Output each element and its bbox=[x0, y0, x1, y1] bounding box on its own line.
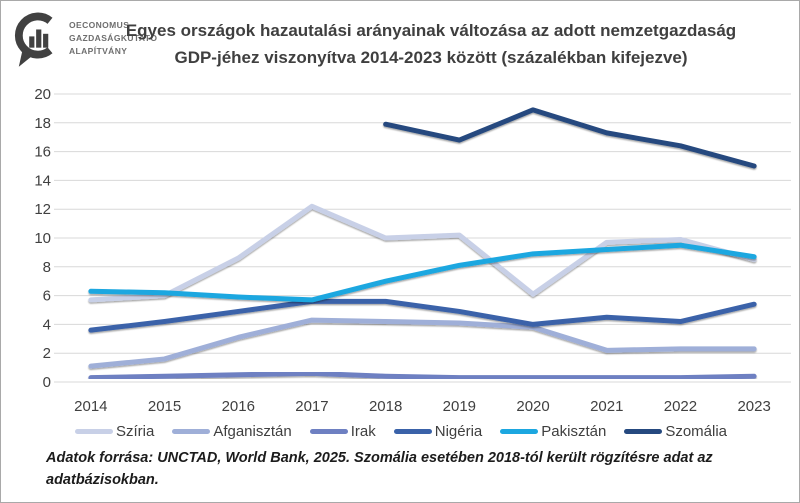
svg-text:14: 14 bbox=[34, 172, 51, 189]
logo-line-3: ALAPÍTVÁNY bbox=[69, 46, 128, 57]
svg-text:2014: 2014 bbox=[74, 398, 107, 415]
legend-item-afganisztan: Afganisztán bbox=[172, 423, 292, 440]
svg-text:2015: 2015 bbox=[148, 398, 181, 415]
svg-text:2: 2 bbox=[43, 345, 51, 362]
legend-label: Szomália bbox=[665, 423, 728, 440]
svg-text:2016: 2016 bbox=[222, 398, 255, 415]
svg-text:20: 20 bbox=[34, 86, 51, 103]
legend-item-sziria: Szíria bbox=[74, 423, 155, 440]
svg-text:2018: 2018 bbox=[369, 398, 402, 415]
legend-label: Pakisztán bbox=[541, 423, 607, 440]
svg-text:0: 0 bbox=[43, 374, 51, 391]
svg-text:10: 10 bbox=[34, 230, 51, 247]
pakisztan-line-swatch-icon bbox=[500, 429, 539, 434]
svg-text:12: 12 bbox=[34, 201, 51, 218]
legend-label: Irak bbox=[350, 423, 376, 440]
source-note: Adatok forrása: UNCTAD, World Bank, 2025… bbox=[46, 450, 713, 488]
nigeria-line-swatch-icon bbox=[393, 429, 432, 434]
oeconomus-logo-text: OECONOMUS GAZDASÁGKUTATÓ ALAPÍTVÁNY bbox=[69, 19, 157, 59]
legend-label: Nigéria bbox=[434, 423, 483, 440]
svg-text:2017: 2017 bbox=[295, 398, 328, 415]
svg-text:2022: 2022 bbox=[664, 398, 697, 415]
legend-label: Afganisztán bbox=[213, 423, 292, 440]
chart-legend: Szíria Afganisztán Irak Nigéria Pakisztá… bbox=[1, 423, 799, 440]
legend-item-irak: Irak bbox=[309, 423, 376, 440]
svg-text:8: 8 bbox=[43, 259, 51, 276]
svg-text:6: 6 bbox=[43, 288, 51, 305]
legend-item-szomalia: Szomália bbox=[624, 423, 727, 440]
legend-label: Szíria bbox=[115, 423, 155, 440]
legend-item-nigeria: Nigéria bbox=[393, 423, 483, 440]
x-axis-tick-labels: 2014 2015 2016 2017 2018 2019 2020 2021 2022 2023 bbox=[74, 398, 771, 415]
y-axis-tick-labels: 0 2 4 6 8 10 12 14 16 18 20 bbox=[34, 86, 51, 391]
svg-text:16: 16 bbox=[34, 144, 51, 161]
data-series-lines bbox=[88, 107, 757, 381]
szomalia-line-swatch-icon bbox=[624, 429, 663, 434]
svg-text:2023: 2023 bbox=[737, 398, 770, 415]
chart-title: Egyes országok hazautalási arányainak vá… bbox=[125, 21, 737, 67]
oeconomus-logo: OECONOMUS GAZDASÁGKUTATÓ ALAPÍTVÁNY bbox=[11, 9, 157, 74]
logo-line-1: OECONOMUS bbox=[69, 20, 130, 30]
irak-line-swatch-icon bbox=[309, 429, 348, 434]
svg-text:18: 18 bbox=[34, 115, 51, 132]
legend-item-pakisztan: Pakisztán bbox=[500, 423, 606, 440]
logo-line-2: GAZDASÁGKUTATÓ bbox=[69, 33, 158, 44]
sziria-line-swatch-icon bbox=[74, 429, 113, 434]
afganisztan-line-swatch-icon bbox=[172, 429, 211, 434]
svg-text:2019: 2019 bbox=[443, 398, 476, 415]
svg-text:2020: 2020 bbox=[516, 398, 549, 415]
svg-text:2021: 2021 bbox=[590, 398, 623, 415]
svg-text:4: 4 bbox=[43, 316, 51, 333]
oeconomus-logo-icon bbox=[11, 9, 63, 74]
